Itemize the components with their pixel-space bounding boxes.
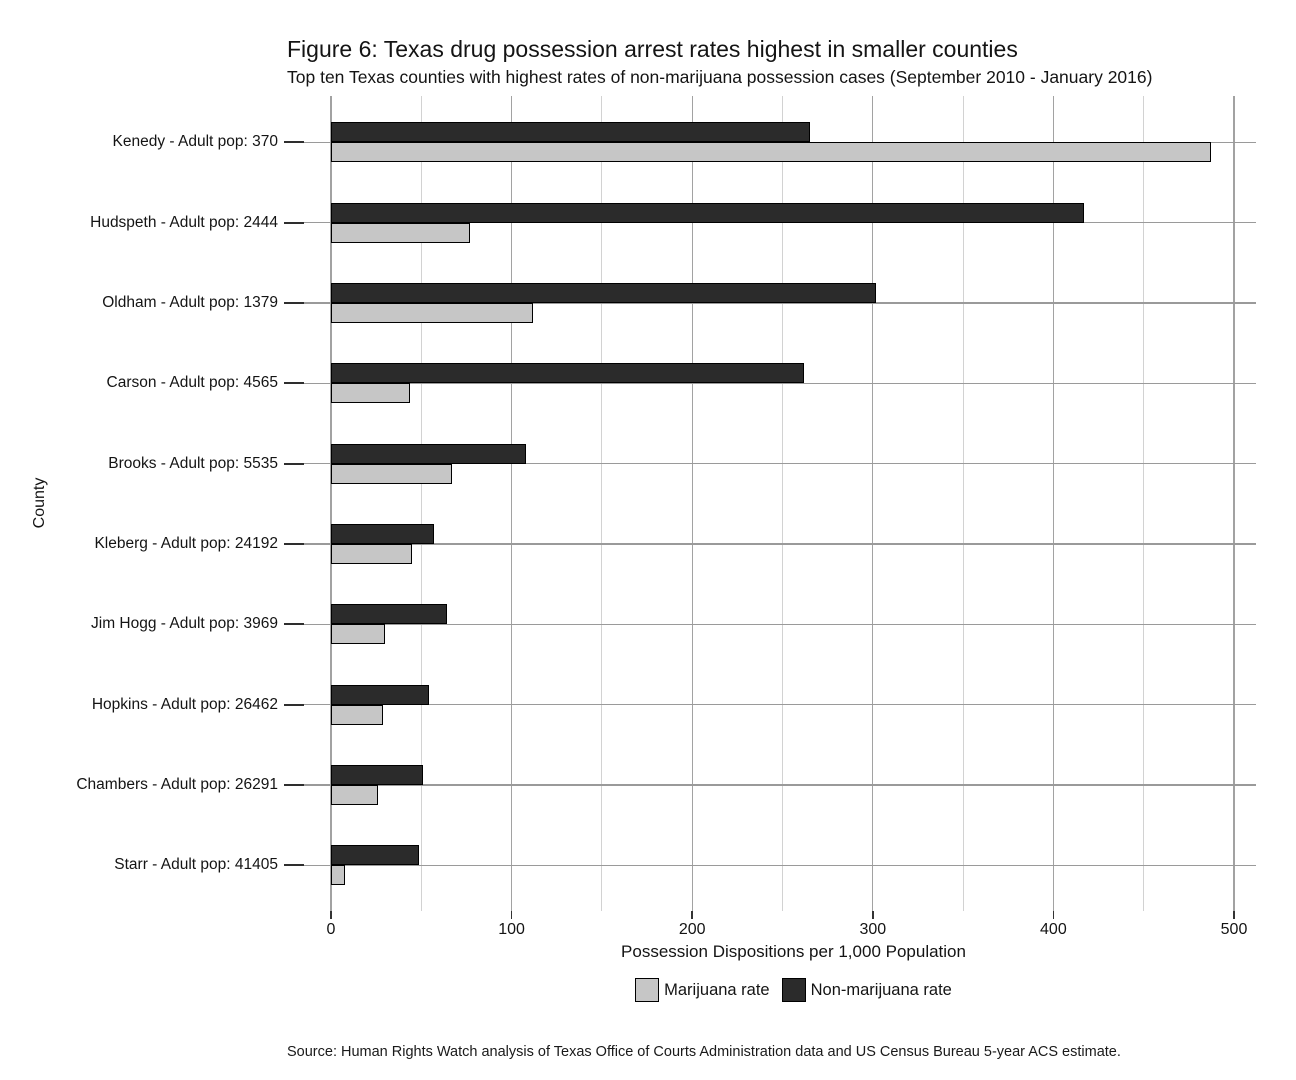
x-axis-title: Possession Dispositions per 1,000 Popula… <box>621 942 966 961</box>
county-label: Jim Hogg - Adult pop: 3969 <box>91 615 278 633</box>
bar-non-marijuana <box>331 845 420 866</box>
gridline-major-x <box>872 96 874 911</box>
legend-key-marijuana <box>635 978 660 1002</box>
gridline-minor-x <box>420 96 422 911</box>
bar-marijuana <box>331 463 452 484</box>
y-axis-tick <box>284 703 304 706</box>
bar-marijuana <box>331 704 384 725</box>
y-axis-tick <box>284 784 304 787</box>
y-axis-tick <box>284 543 304 546</box>
bar-non-marijuana <box>331 283 877 303</box>
county-label: Hudspeth - Adult pop: 2444 <box>90 213 278 231</box>
y-axis-tick <box>284 864 304 867</box>
gridline-minor-x <box>1143 96 1145 911</box>
x-axis-tick <box>510 911 513 919</box>
y-axis-tick <box>284 462 304 465</box>
county-label: Brooks - Adult pop: 5535 <box>108 454 278 472</box>
gridline-minor-x <box>782 96 783 911</box>
x-axis-tick <box>691 911 693 919</box>
gridline-row <box>304 543 1256 545</box>
chart-subtitle: Top ten Texas counties with highest rate… <box>287 67 1153 87</box>
y-axis-tick <box>284 302 304 304</box>
legend-key-non-marijuana <box>781 978 806 1002</box>
county-label: Starr - Adult pop: 41405 <box>114 856 278 874</box>
bar-marijuana <box>331 303 534 323</box>
gridline-major-x <box>1233 96 1235 911</box>
legend-label-non-marijuana: Non-marijuana rate <box>810 980 952 999</box>
x-tick-label: 300 <box>859 921 887 938</box>
gridline-major-x <box>1052 96 1055 911</box>
county-label: Kleberg - Adult pop: 24192 <box>94 535 278 553</box>
bar-non-marijuana <box>331 122 810 143</box>
gridline-row <box>304 784 1256 786</box>
y-axis-tick <box>284 141 304 144</box>
bar-non-marijuana <box>331 604 447 625</box>
bar-marijuana <box>331 624 386 645</box>
x-tick-label: 100 <box>498 921 525 938</box>
chart-title: Figure 6: Texas drug possession arrest r… <box>287 36 1018 62</box>
bar-non-marijuana <box>331 363 805 384</box>
gridline-minor-x <box>962 96 964 911</box>
gridline-row <box>304 623 1256 626</box>
county-label: Chambers - Adult pop: 26291 <box>76 776 278 794</box>
bar-marijuana <box>331 222 471 243</box>
gridline-major-x <box>510 96 513 911</box>
bar-non-marijuana <box>331 202 1085 223</box>
gridline-row <box>304 463 1256 465</box>
legend: Marijuana rate Non-marijuana rate <box>331 976 1256 1004</box>
county-label: Oldham - Adult pop: 1379 <box>102 294 278 311</box>
county-label: Carson - Adult pop: 4565 <box>106 374 278 392</box>
source-note: Source: Human Rights Watch analysis of T… <box>287 1044 1121 1060</box>
y-axis-tick <box>284 382 304 385</box>
gridline-major-x <box>691 96 693 911</box>
bar-non-marijuana <box>331 524 434 545</box>
x-axis-tick <box>330 911 332 919</box>
x-tick-label: 200 <box>678 921 706 938</box>
bar-marijuana <box>331 544 413 565</box>
bar-non-marijuana <box>331 684 429 705</box>
x-tick-label: 400 <box>1040 921 1067 938</box>
bar-non-marijuana <box>331 443 527 464</box>
x-axis-tick <box>1052 911 1055 919</box>
x-axis-tick <box>872 911 874 919</box>
bar-marijuana <box>331 785 378 806</box>
bar-marijuana <box>331 865 346 886</box>
bar-non-marijuana <box>331 765 424 786</box>
x-tick-label: 500 <box>1220 921 1248 938</box>
bar-marijuana <box>331 142 1211 163</box>
gridline-row <box>304 222 1256 224</box>
bar-marijuana <box>331 383 411 404</box>
gridline-major-x <box>330 96 332 911</box>
y-axis-tick <box>284 221 304 224</box>
legend-label-marijuana: Marijuana rate <box>664 980 770 999</box>
gridline-row <box>304 864 1256 867</box>
gridline-row <box>304 704 1256 706</box>
county-label: Kenedy - Adult pop: 370 <box>112 133 278 151</box>
x-axis-tick <box>1233 911 1235 919</box>
county-label: Hopkins - Adult pop: 26462 <box>91 695 278 713</box>
x-tick-label: 0 <box>326 921 336 938</box>
y-axis-tick <box>284 623 304 626</box>
gridline-minor-x <box>601 96 603 911</box>
